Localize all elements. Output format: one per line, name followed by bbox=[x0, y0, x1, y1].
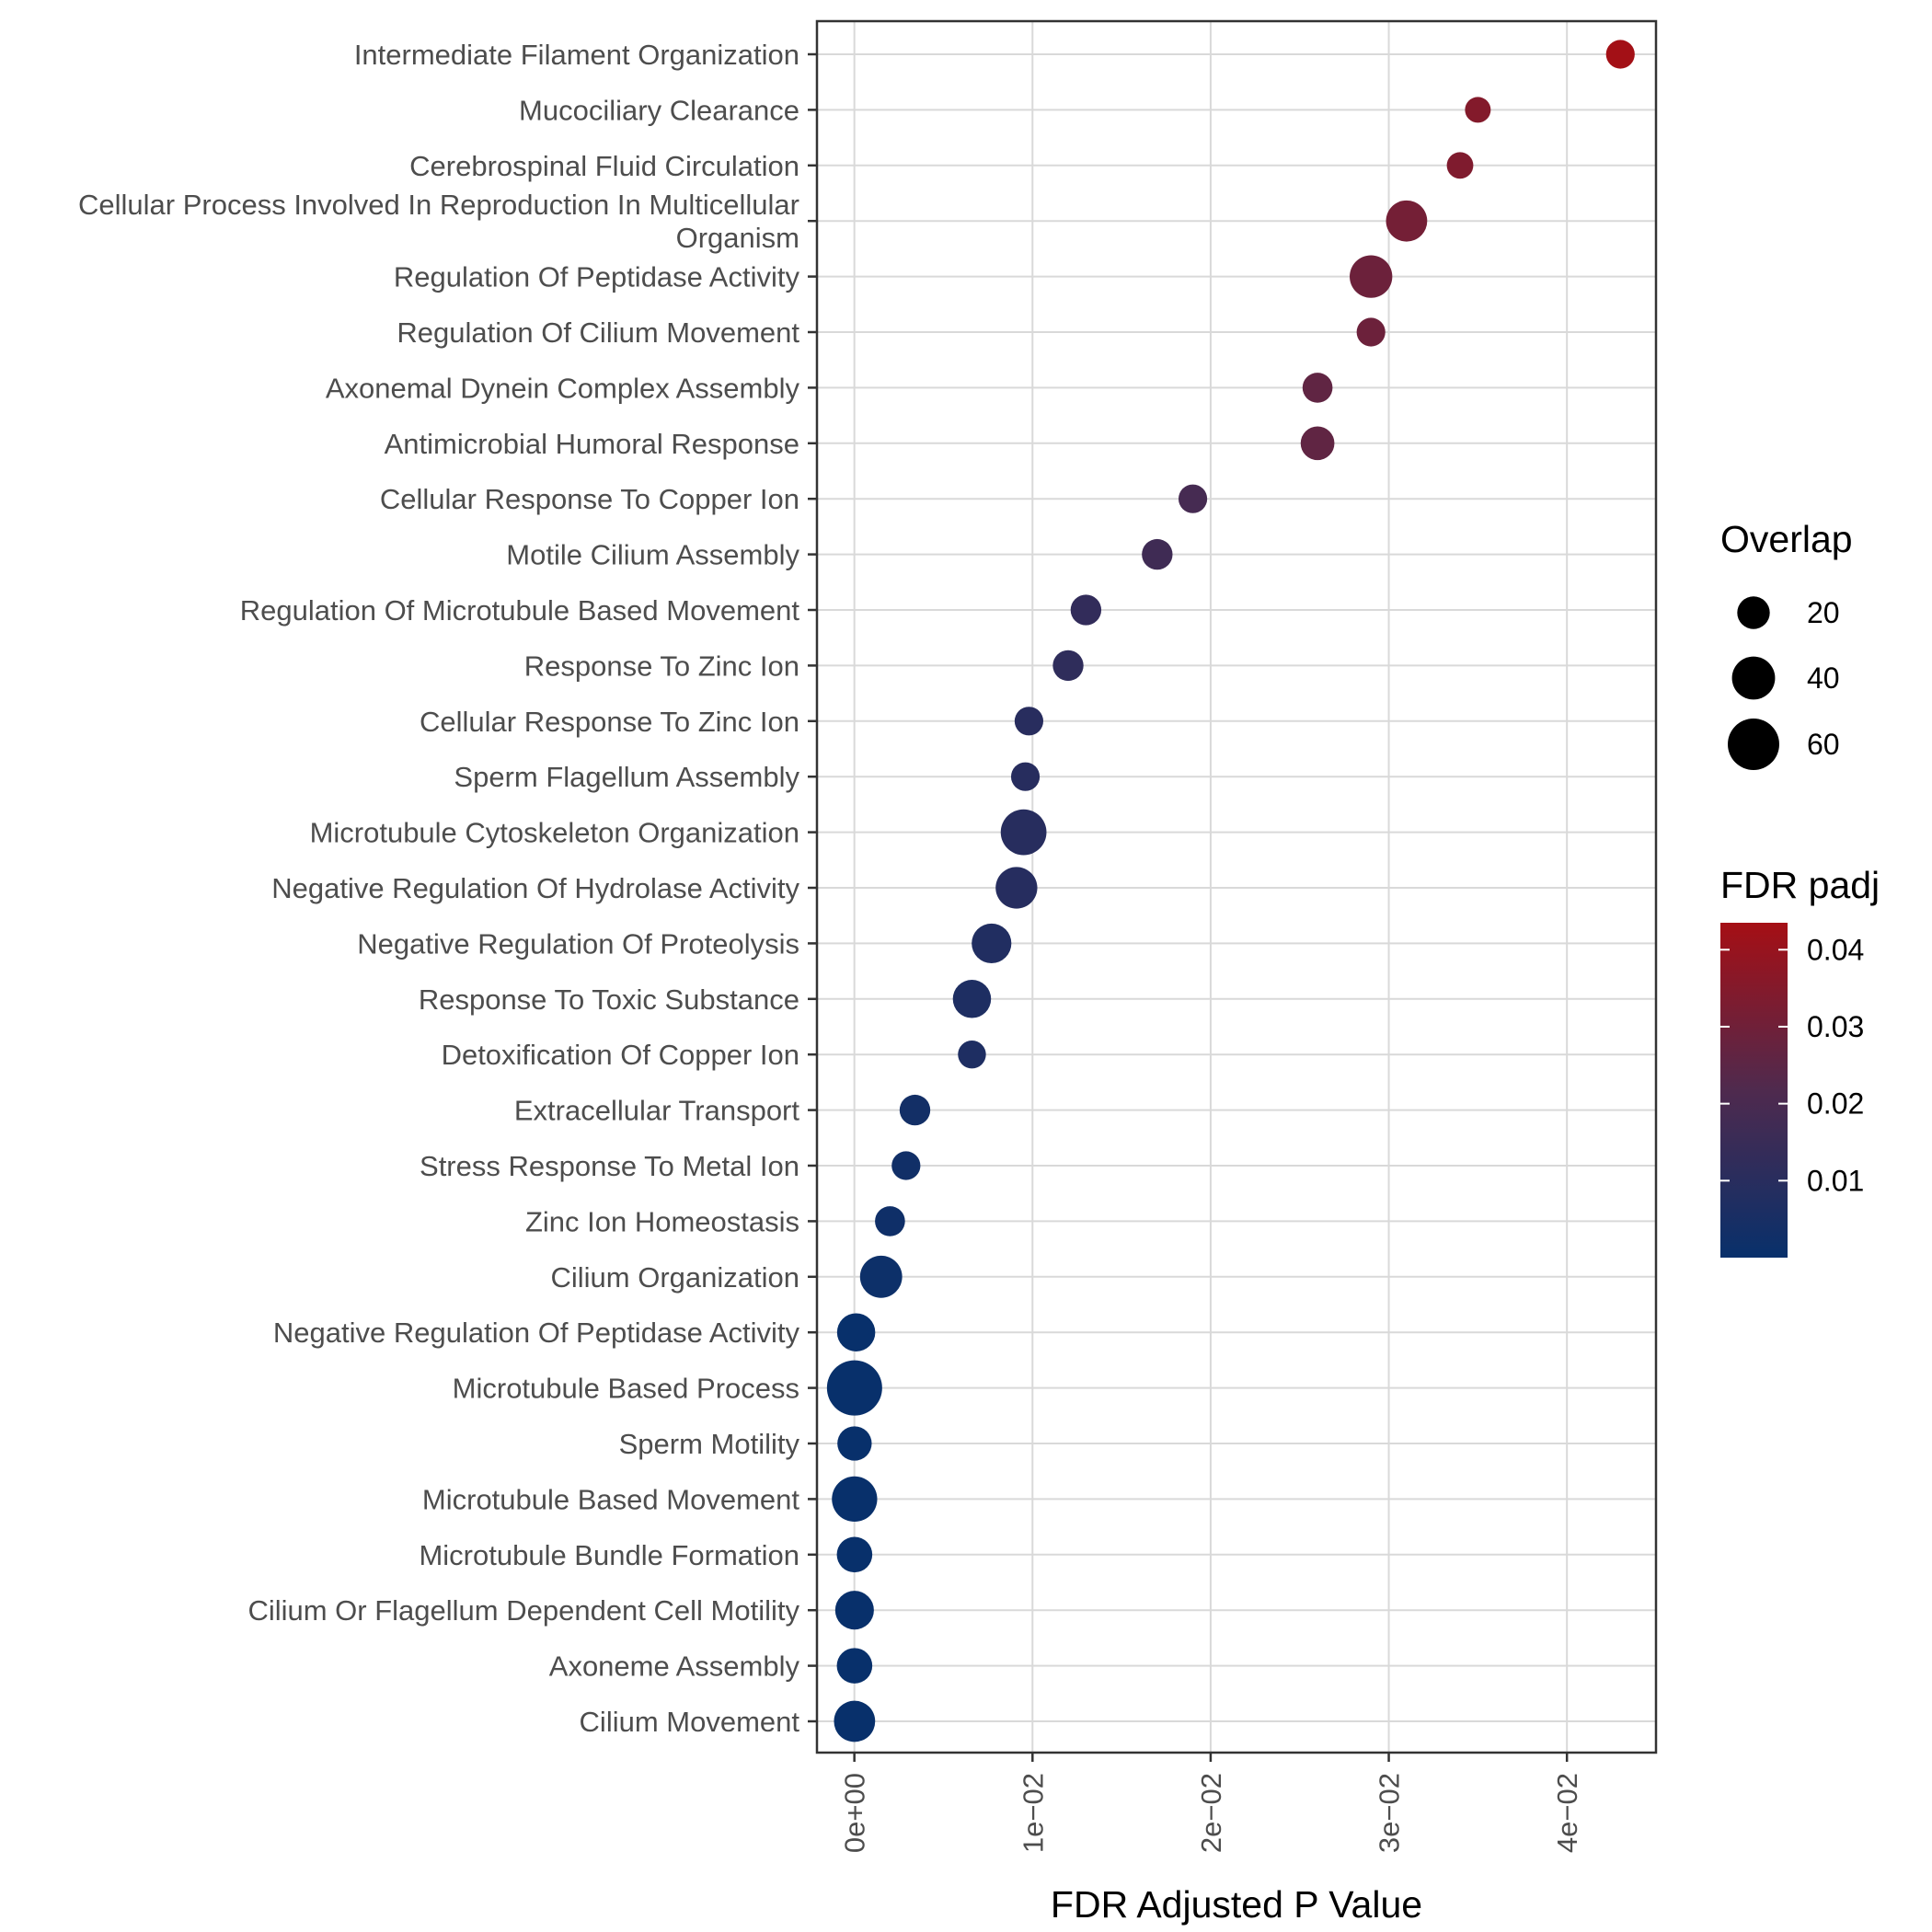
term-label: Microtubule Based Process bbox=[453, 1373, 799, 1405]
size-legend-label: 20 bbox=[1807, 596, 1840, 629]
data-point bbox=[1070, 594, 1102, 626]
data-point bbox=[836, 1536, 873, 1573]
term-label: Negative Regulation Of Proteolysis bbox=[357, 927, 799, 960]
data-point bbox=[891, 1151, 921, 1180]
term-label: Microtubule Cytoskeleton Organization bbox=[310, 817, 799, 849]
data-point bbox=[1052, 650, 1084, 682]
y-axis: Intermediate Filament Organization Mucoci… bbox=[78, 39, 817, 1738]
term-label: Detoxification Of Copper Ion bbox=[442, 1039, 799, 1071]
term-label: Zinc Ion Homeostasis bbox=[525, 1205, 799, 1237]
term-label: Microtubule Bundle Formation bbox=[419, 1539, 799, 1571]
color-bar bbox=[1720, 923, 1788, 1258]
term-label: Intermediate Filament Organization bbox=[354, 39, 799, 71]
horizontal-gridlines bbox=[817, 53, 1656, 1722]
term-label: Regulation Of Peptidase Activity bbox=[394, 261, 800, 293]
x-tick-label: 3e−02 bbox=[1374, 1773, 1406, 1853]
data-point bbox=[1302, 373, 1333, 403]
data-point bbox=[958, 1040, 986, 1069]
color-legend-label: 0.03 bbox=[1807, 1010, 1864, 1043]
size-legend-dot bbox=[1737, 596, 1770, 629]
size-legend: Overlap 20 40 60 bbox=[1720, 518, 1853, 770]
term-label: Cellular Process Involved In Reproductio… bbox=[78, 189, 799, 221]
term-label: Cilium Movement bbox=[580, 1706, 800, 1738]
x-axis: 0e+00 1e−02 2e−02 3e−02 4e−02 bbox=[839, 1753, 1583, 1853]
data-point bbox=[952, 980, 992, 1018]
x-axis-title: FDR Adjusted P Value bbox=[1051, 1883, 1422, 1926]
term-label: Cilium Or Flagellum Dependent Cell Motil… bbox=[247, 1594, 799, 1627]
term-label: Axonemal Dynein Complex Assembly bbox=[326, 372, 800, 404]
data-points bbox=[826, 40, 1635, 1742]
data-point bbox=[859, 1255, 903, 1298]
data-point bbox=[1142, 538, 1173, 570]
term-label: Sperm Flagellum Assembly bbox=[454, 761, 799, 793]
data-point bbox=[1446, 152, 1474, 179]
data-point bbox=[826, 1360, 882, 1416]
color-legend-label: 0.04 bbox=[1807, 933, 1864, 966]
term-label: Extracellular Transport bbox=[514, 1095, 800, 1127]
term-label: Antimicrobial Humoral Response bbox=[385, 428, 799, 460]
data-point bbox=[837, 1426, 872, 1461]
data-point bbox=[834, 1700, 876, 1742]
data-point bbox=[1000, 809, 1047, 856]
term-label: Axoneme Assembly bbox=[549, 1650, 800, 1683]
x-tick-label: 4e−02 bbox=[1551, 1773, 1583, 1853]
data-point bbox=[836, 1313, 876, 1351]
size-legend-dot bbox=[1731, 656, 1776, 700]
term-label: Negative Regulation Of Hydrolase Activit… bbox=[271, 872, 799, 904]
size-legend-title: Overlap bbox=[1720, 518, 1853, 560]
term-label: Organism bbox=[676, 222, 799, 254]
term-label: Cerebrospinal Fluid Circulation bbox=[409, 150, 799, 182]
data-point bbox=[1178, 484, 1208, 513]
color-legend-ticks: 0.01 0.02 0.03 0.04 bbox=[1720, 933, 1864, 1197]
data-point bbox=[1356, 317, 1386, 347]
term-label: Stress Response To Metal Ion bbox=[420, 1150, 799, 1182]
term-label: Negative Regulation Of Peptidase Activit… bbox=[273, 1317, 800, 1349]
data-point bbox=[972, 923, 1012, 963]
data-point bbox=[875, 1206, 905, 1236]
term-label: Regulation Of Microtubule Based Movement bbox=[240, 594, 800, 627]
term-label: Cellular Response To Copper Ion bbox=[380, 483, 799, 515]
color-legend: FDR padj 0.01 0.02 0.03 0.04 bbox=[1720, 864, 1880, 1258]
color-legend-title: FDR padj bbox=[1720, 864, 1880, 906]
size-legend-dot bbox=[1728, 719, 1779, 770]
data-point bbox=[836, 1648, 873, 1684]
term-label: Mucociliary Clearance bbox=[519, 94, 799, 126]
term-label: Cellular Response To Zinc Ion bbox=[420, 706, 799, 738]
data-point bbox=[1014, 707, 1044, 736]
x-tick-label: 1e−02 bbox=[1017, 1773, 1049, 1853]
term-label: Microtubule Based Movement bbox=[422, 1483, 799, 1515]
data-point bbox=[1300, 426, 1335, 461]
size-legend-label: 60 bbox=[1807, 728, 1840, 761]
data-point bbox=[1605, 40, 1635, 69]
color-legend-label: 0.02 bbox=[1807, 1087, 1864, 1121]
data-point bbox=[1350, 255, 1393, 298]
term-label: Motile Cilium Assembly bbox=[506, 539, 799, 571]
size-legend-label: 40 bbox=[1807, 661, 1840, 695]
term-label: Response To Zinc Ion bbox=[524, 650, 799, 682]
data-point bbox=[832, 1476, 878, 1523]
data-point bbox=[1010, 762, 1041, 791]
term-label: Cilium Organization bbox=[551, 1261, 800, 1294]
data-point bbox=[1465, 97, 1491, 123]
x-tick-label: 2e−02 bbox=[1195, 1773, 1227, 1853]
term-label: Response To Toxic Substance bbox=[419, 983, 799, 1016]
size-legend-keys: 20 40 60 bbox=[1728, 596, 1840, 770]
data-point bbox=[899, 1094, 931, 1126]
data-point bbox=[834, 1591, 874, 1630]
term-label: Regulation Of Cilium Movement bbox=[397, 316, 799, 349]
data-point bbox=[1386, 200, 1428, 242]
data-point bbox=[995, 867, 1038, 909]
term-label: Sperm Motility bbox=[619, 1428, 800, 1460]
color-legend-label: 0.01 bbox=[1807, 1164, 1864, 1197]
x-tick-label: 0e+00 bbox=[839, 1773, 871, 1853]
